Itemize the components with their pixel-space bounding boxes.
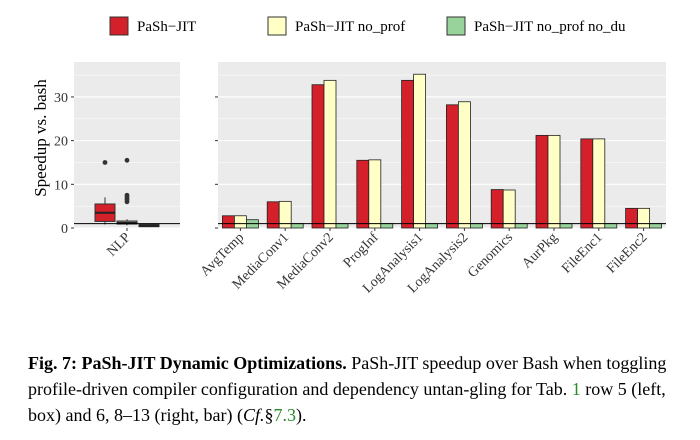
bar [413, 73, 427, 229]
caption-label: Fig. 7: [28, 353, 77, 373]
caption-title: PaSh-JIT Dynamic Optimizations. [81, 353, 347, 373]
caption-text-1: PaSh-JIT speedup over Bash when toggling… [28, 353, 667, 399]
x-tick-label: FileEnc2 [604, 230, 650, 276]
bar [425, 223, 439, 229]
bar [490, 189, 504, 229]
bar [290, 223, 304, 229]
legend-label: PaSh−JIT [137, 19, 196, 35]
caption-cf: Cf. [242, 405, 265, 425]
bar [457, 101, 471, 229]
bar [469, 223, 483, 229]
bar [221, 215, 235, 229]
bar [559, 223, 573, 229]
bar [637, 207, 650, 229]
bar [604, 223, 618, 229]
bar [445, 104, 459, 229]
section-ref-link[interactable]: 7.3 [273, 405, 296, 425]
box-3 [138, 224, 160, 228]
figure-caption: Fig. 7: PaSh-JIT Dynamic Optimizations. … [28, 350, 676, 428]
legend-swatch [109, 16, 129, 36]
bar [580, 138, 594, 229]
caption-text-4: ). [295, 405, 307, 425]
caption-section-sign: § [264, 405, 274, 425]
bar [401, 79, 415, 229]
x-tick-label: ProgInf [341, 230, 382, 271]
bar [502, 189, 516, 229]
caption-text-2: row 5 (left, box) and 6, 8–13 (right, ba… [28, 379, 666, 425]
y-axis-label: Speedup vs. bash [31, 79, 50, 197]
bar [592, 138, 606, 229]
bar [233, 215, 247, 229]
x-tick-label: Genomics [465, 230, 516, 281]
bar [547, 134, 561, 229]
figure: PaSh−JIT PaSh−JIT no_prof PaSh−JIT no_prof… [31, 16, 666, 296]
box-outlier [124, 157, 130, 163]
y-tick-label: 20 [54, 135, 68, 150]
box-outlier [124, 192, 130, 198]
box-outlier [102, 160, 108, 165]
bar [323, 79, 337, 229]
x-tick-label: FileEnc1 [559, 230, 605, 276]
legend-label: PaSh−JIT no_prof [295, 19, 405, 35]
legend-swatch [446, 16, 466, 36]
y-tick-label: 30 [54, 91, 68, 106]
bar [356, 159, 370, 229]
bar [514, 223, 528, 229]
bar [535, 134, 549, 229]
bar [335, 223, 349, 229]
legend: PaSh−JIT PaSh−JIT no_prof PaSh−JIT no_prof… [109, 16, 626, 36]
box-plot-panel: 0 10 20 30 NLP [54, 62, 180, 260]
bar [649, 223, 662, 229]
bar [368, 159, 382, 229]
y-tick-label: 0 [61, 222, 68, 237]
table-ref-link[interactable]: 1 [571, 379, 581, 399]
bar [380, 223, 394, 229]
bar [311, 84, 325, 229]
x-tick-label: NLP [105, 230, 134, 259]
legend-swatch [267, 16, 287, 36]
bar [625, 207, 638, 229]
box-1 [94, 160, 116, 225]
legend-label: PaSh−JIT no_prof no_du [474, 19, 626, 35]
x-tick-label: AurPkg [519, 230, 560, 271]
y-tick-label: 10 [54, 178, 68, 193]
